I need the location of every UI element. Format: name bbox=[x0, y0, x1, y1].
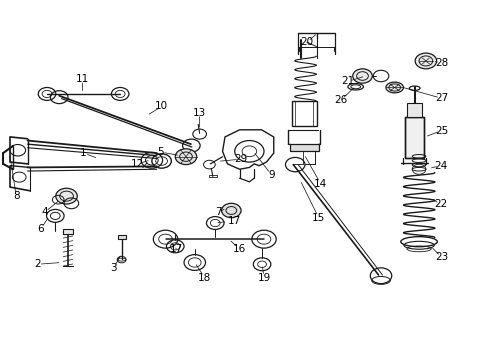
Text: 24: 24 bbox=[433, 161, 446, 171]
Text: 29: 29 bbox=[233, 154, 247, 164]
Text: 18: 18 bbox=[198, 273, 211, 283]
Text: 5: 5 bbox=[157, 147, 163, 157]
Bar bbox=[63, 229, 73, 234]
Text: 7: 7 bbox=[214, 207, 221, 217]
Circle shape bbox=[175, 149, 196, 165]
Circle shape bbox=[414, 53, 436, 69]
Text: 20: 20 bbox=[300, 37, 313, 47]
Ellipse shape bbox=[385, 82, 403, 93]
Text: 26: 26 bbox=[334, 95, 347, 105]
Text: 21: 21 bbox=[341, 76, 354, 86]
Text: 22: 22 bbox=[433, 199, 446, 210]
Bar bbox=[208, 175, 216, 177]
Text: 10: 10 bbox=[155, 102, 168, 112]
Text: 28: 28 bbox=[434, 58, 447, 68]
Circle shape bbox=[56, 188, 77, 204]
Text: 17: 17 bbox=[228, 216, 241, 226]
Text: 25: 25 bbox=[434, 126, 447, 135]
Text: 8: 8 bbox=[13, 191, 20, 201]
Text: 13: 13 bbox=[193, 108, 206, 118]
Circle shape bbox=[221, 203, 241, 218]
Text: 12: 12 bbox=[130, 159, 143, 169]
Text: 17: 17 bbox=[169, 244, 183, 254]
Bar bbox=[292, 101, 316, 126]
Bar bbox=[118, 235, 125, 239]
Text: 1: 1 bbox=[80, 148, 87, 158]
Text: 27: 27 bbox=[434, 93, 447, 103]
Text: 9: 9 bbox=[267, 170, 274, 180]
Bar bbox=[405, 117, 423, 158]
Text: 6: 6 bbox=[37, 224, 44, 234]
Text: 2: 2 bbox=[34, 259, 41, 269]
Text: 16: 16 bbox=[232, 244, 246, 254]
Text: 11: 11 bbox=[76, 74, 89, 84]
Bar bbox=[289, 144, 319, 150]
Text: 23: 23 bbox=[434, 252, 447, 262]
Text: 4: 4 bbox=[41, 207, 48, 217]
Bar bbox=[406, 103, 422, 117]
Text: 15: 15 bbox=[311, 213, 325, 222]
Text: 19: 19 bbox=[257, 273, 270, 283]
Text: 14: 14 bbox=[313, 179, 326, 189]
Bar bbox=[405, 117, 423, 158]
Circle shape bbox=[352, 69, 371, 83]
Text: 3: 3 bbox=[110, 263, 117, 273]
